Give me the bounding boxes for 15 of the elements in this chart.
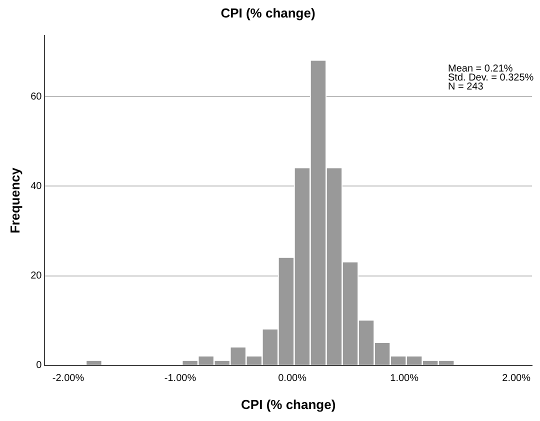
x-tick-label: 1.00% [390, 373, 419, 384]
x-axis-title: CPI (% change) [241, 396, 336, 412]
annotation: Mean = 0.21% [448, 63, 513, 74]
x-tick-label: 0.00% [278, 373, 307, 384]
y-tick-label: 0 [36, 360, 42, 372]
chart-title: CPI (% change) [220, 5, 316, 20]
y-tick-label: 20 [30, 270, 42, 282]
y-tick-label: 40 [30, 180, 42, 192]
annotation: N = 243 [448, 81, 484, 92]
annotation: Std. Dev. = 0.325% [448, 72, 534, 84]
x-tick-label: -1.00% [164, 373, 196, 384]
x-tick-label: -2.00% [52, 373, 84, 384]
x-tick-label: 2.00% [502, 373, 531, 384]
y-tick-label: 60 [30, 91, 42, 102]
y-axis-title: Frequency [7, 166, 22, 234]
